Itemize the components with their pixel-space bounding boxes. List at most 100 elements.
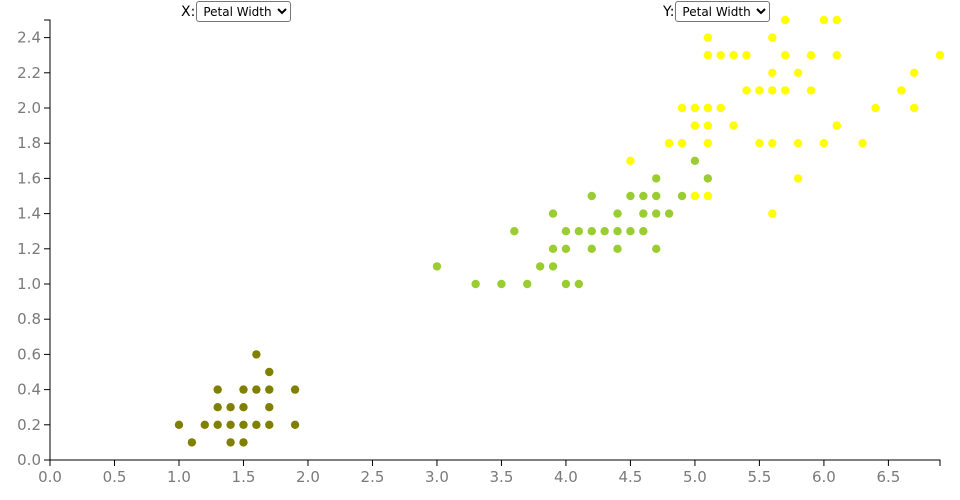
data-point-series-2	[548, 244, 558, 253]
data-point-series-1	[213, 385, 222, 394]
data-point-series-2	[548, 262, 558, 271]
data-point-series-1	[290, 420, 300, 429]
data-point-series-1	[226, 438, 235, 447]
data-point-series-2	[548, 209, 558, 218]
x-axis-line	[49, 459, 941, 466]
data-point-series-2	[639, 227, 648, 236]
data-point-series-2	[613, 209, 622, 218]
data-point-series-2	[510, 227, 519, 236]
data-point-series-3	[664, 139, 674, 148]
data-point-series-2	[535, 262, 545, 271]
data-point-series-2	[523, 279, 532, 289]
data-point-series-3	[677, 139, 687, 148]
data-point-series-3	[716, 51, 725, 60]
x-axis-select[interactable]: Petal Width	[196, 1, 292, 22]
data-point-series-2	[587, 244, 596, 253]
x-axis: 0.0 0.5 1.0 1.5 2.0 2.5 3.0 3.5 4.0 4.5 5.0 5.5 6.0 6…	[38, 459, 941, 486]
data-point-series-2	[639, 191, 648, 201]
data-point-series-1	[265, 367, 274, 377]
data-point-series-2	[690, 156, 700, 165]
x-tick-label: 1.5	[232, 468, 256, 486]
x-tick-label: 3.0	[425, 468, 449, 486]
x-tick-label: 6.5	[876, 468, 900, 486]
data-point-series-3	[690, 121, 700, 130]
data-point-series-1	[239, 438, 248, 447]
data-point-series-1	[252, 385, 261, 394]
data-point-series-2	[626, 227, 635, 236]
data-point-series-3	[742, 86, 751, 95]
data-point-series-2	[600, 227, 609, 236]
x-tick-label: 3.5	[490, 468, 514, 486]
data-point-series-3	[729, 51, 738, 60]
data-point-series-3	[781, 51, 790, 60]
data-point-series-2	[639, 209, 648, 218]
x-tick-label: 5.5	[747, 468, 771, 486]
data-point-series-3	[703, 33, 713, 42]
data-point-series-3	[768, 33, 777, 42]
x-tick-label: 2.5	[361, 468, 385, 486]
data-point-series-2	[561, 244, 571, 253]
data-point-series-3	[703, 51, 713, 60]
x-tick-label: 4.5	[619, 468, 643, 486]
y-selector-label: Y:	[663, 3, 675, 20]
y-tick-label: 2.2	[17, 64, 41, 82]
data-point-series-1	[290, 385, 300, 394]
data-point-series-3	[768, 139, 777, 148]
x-selector-label: X:	[181, 3, 196, 20]
y-axis-line	[44, 19, 51, 461]
data-point-series-3	[626, 156, 635, 165]
data-point-series-1	[226, 420, 235, 429]
data-point-series-1	[252, 420, 261, 429]
data-point-series-2	[626, 191, 635, 201]
data-point-series-1	[265, 403, 274, 412]
data-point-series-3	[703, 103, 713, 113]
x-tick-label: 4.0	[554, 468, 578, 486]
x-tick-label: 6.0	[812, 468, 836, 486]
data-point-series-1	[239, 403, 248, 412]
y-tick-label: 0.2	[17, 416, 41, 434]
data-point-series-1	[213, 420, 222, 429]
data-point-series-1	[252, 350, 261, 359]
data-point-series-3	[781, 15, 790, 25]
data-point-series-2	[652, 191, 661, 201]
data-point-series-3	[781, 86, 790, 95]
data-point-series-1	[265, 385, 274, 394]
data-point-series-2	[613, 227, 622, 236]
data-point-series-3	[910, 103, 919, 113]
data-point-series-3	[832, 121, 842, 130]
data-point-series-3	[897, 86, 906, 95]
y-tick-label: 0.0	[17, 451, 41, 469]
y-tick-label: 1.2	[17, 240, 41, 258]
y-axis-select[interactable]: Petal Width	[675, 1, 771, 22]
data-point-series-1	[187, 438, 197, 447]
data-point-series-1	[265, 420, 274, 429]
data-point-series-2	[497, 279, 506, 289]
data-point-series-3	[755, 139, 764, 148]
x-tick-label: 1.0	[167, 468, 191, 486]
data-point-series-2	[677, 191, 687, 201]
data-point-series-2	[652, 174, 661, 183]
y-tick-label: 1.8	[17, 134, 41, 152]
x-tick-label: 2.0	[296, 468, 320, 486]
data-point-series-3	[806, 51, 816, 60]
data-point-series-3	[793, 174, 803, 183]
x-axis-selector: X: Petal Width	[181, 1, 292, 22]
data-point-series-3	[729, 121, 738, 130]
data-point-series-2	[613, 244, 622, 253]
data-point-series-2	[652, 209, 661, 218]
data-point-series-1	[239, 420, 248, 429]
data-point-series-3	[871, 103, 880, 113]
data-point-series-3	[768, 86, 777, 95]
data-point-series-2	[587, 227, 596, 236]
data-point-series-2	[574, 279, 584, 289]
data-point-series-3	[819, 15, 829, 25]
x-tick-label: 0.0	[38, 468, 62, 486]
data-point-series-3	[703, 121, 713, 130]
data-point-series-2	[471, 279, 480, 289]
y-tick-label: 2.0	[17, 99, 41, 117]
data-point-series-1	[226, 403, 235, 412]
x-tick-label: 0.5	[103, 468, 127, 486]
data-point-series-3	[910, 68, 919, 78]
data-point-series-3	[703, 191, 713, 201]
y-tick-label: 2.4	[17, 29, 41, 47]
